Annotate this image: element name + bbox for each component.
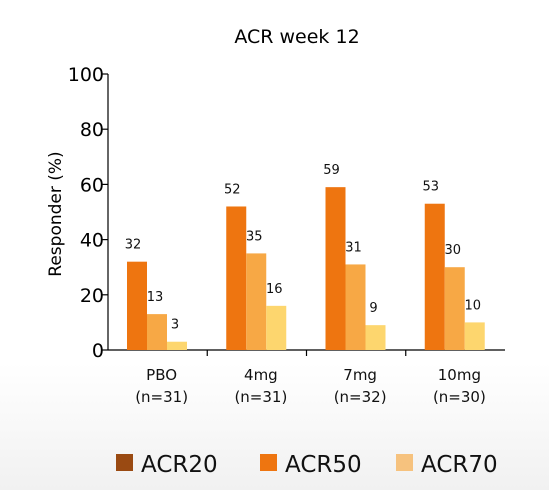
bar bbox=[147, 314, 167, 350]
legend-swatch bbox=[116, 454, 133, 471]
data-label: 13 bbox=[147, 290, 164, 305]
data-label: 31 bbox=[345, 240, 362, 255]
data-label: 16 bbox=[266, 282, 283, 297]
legend-label: ACR70 bbox=[421, 452, 498, 478]
x-axis-ticks bbox=[206, 350, 407, 356]
legend-label: ACR20 bbox=[141, 452, 218, 478]
y-axis-label: Responder (%) bbox=[46, 151, 66, 276]
data-label: 32 bbox=[125, 238, 142, 253]
category-n-label: (n=31) bbox=[135, 388, 188, 406]
category-name-label: 10mg bbox=[438, 366, 481, 384]
data-label: 35 bbox=[246, 229, 263, 244]
category-labels: PBO (n=31) 4mg (n=31) 7mg (n=32) 10mg (n=30) bbox=[135, 366, 486, 406]
bar bbox=[127, 261, 147, 350]
y-tick-label: 0 bbox=[92, 340, 104, 362]
category-n-label: (n=30) bbox=[433, 388, 486, 406]
bar bbox=[345, 264, 366, 350]
data-label: 3 bbox=[171, 318, 179, 333]
bar bbox=[365, 325, 386, 350]
category-name-label: 7mg bbox=[343, 366, 377, 384]
category-name-label: 4mg bbox=[244, 366, 278, 384]
legend: ACR20 ACR50 ACR70 bbox=[116, 452, 498, 478]
bar-series bbox=[127, 187, 485, 350]
bar bbox=[464, 322, 485, 350]
data-label: 52 bbox=[224, 182, 241, 197]
bar bbox=[266, 305, 287, 350]
data-label: 30 bbox=[444, 243, 461, 258]
data-label: 59 bbox=[323, 163, 340, 178]
data-label: 10 bbox=[464, 298, 481, 313]
y-tick-label: 40 bbox=[80, 230, 104, 252]
data-label: 53 bbox=[422, 180, 439, 195]
legend-swatch bbox=[260, 454, 277, 471]
bar bbox=[226, 206, 247, 350]
category-n-label: (n=31) bbox=[234, 388, 287, 406]
bar bbox=[167, 341, 187, 350]
y-tick-label: 20 bbox=[80, 285, 104, 307]
y-axis-ticks: 0 20 40 60 80 100 bbox=[68, 64, 108, 362]
y-tick-label: 100 bbox=[68, 64, 104, 86]
bar bbox=[325, 187, 346, 350]
category-name-label: PBO bbox=[146, 366, 177, 384]
bar bbox=[246, 253, 267, 350]
bar bbox=[444, 267, 465, 350]
legend-label: ACR50 bbox=[285, 452, 362, 478]
y-tick-label: 60 bbox=[80, 174, 104, 196]
y-tick-label: 80 bbox=[80, 119, 104, 141]
data-labels: 32 13 3 52 35 16 59 31 9 53 30 10 bbox=[125, 163, 481, 333]
category-n-label: (n=32) bbox=[334, 388, 387, 406]
chart-title: ACR week 12 bbox=[234, 26, 359, 48]
legend-swatch bbox=[396, 454, 413, 471]
bar bbox=[424, 203, 445, 350]
data-label: 9 bbox=[369, 301, 377, 316]
